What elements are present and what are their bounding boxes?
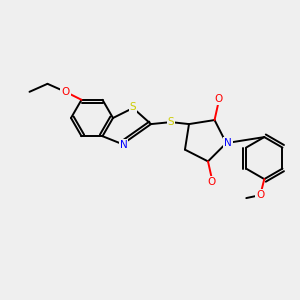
Text: S: S [168, 117, 174, 127]
Text: S: S [130, 102, 136, 112]
Text: O: O [256, 190, 264, 200]
Text: O: O [214, 94, 223, 104]
Text: N: N [120, 140, 128, 150]
Text: N: N [224, 138, 232, 148]
Text: O: O [61, 87, 70, 97]
Text: O: O [208, 177, 216, 188]
